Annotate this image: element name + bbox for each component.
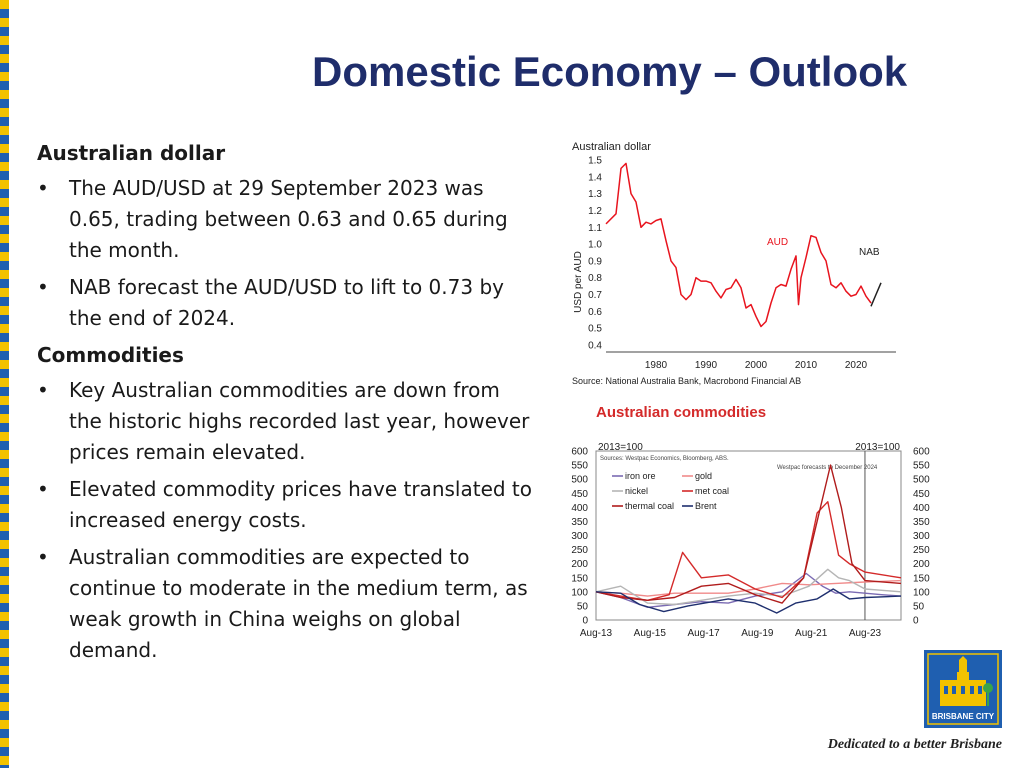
aud-ytick-label: 1.0 [588,240,602,251]
aud-ytick-label: 0.8 [588,273,602,284]
city-hall-icon [927,653,999,725]
commodities-ytick-left: 400 [571,503,588,514]
commodities-ytick-left: 500 [571,475,588,486]
commodities-xtick-label: Aug-17 [687,628,720,639]
aud-chart-ylabel: USD per AUD [573,251,584,313]
commodities-ytick-right: 150 [913,573,930,584]
commodities-chart-title: Australian commodities [596,404,766,421]
legend-label: Brent [695,501,717,511]
commodities-ytick-right: 400 [913,503,930,514]
aud-ytick-label: 0.6 [588,307,602,318]
commodities-ytick-left: 550 [571,461,588,472]
commodities-heading: Commodities [37,343,184,367]
commodities-bullets: Key Australian commodities are down from… [37,375,537,666]
aud-ytick-label: 0.4 [588,341,602,352]
aud-bullet-1: The AUD/USD at 29 September 2023 was 0.6… [37,173,537,266]
commodities-bullet-3: Australian commodities are expected to c… [37,542,537,666]
aud-xtick-label: 1980 [645,360,668,371]
aud-chart-title: Australian dollar [572,141,651,153]
met-coal-line [595,500,902,602]
aud-xtick-label: 1990 [695,360,718,371]
nickel-line [595,568,902,606]
commodities-bullet-1: Key Australian commodities are down from… [37,375,537,468]
commodities-ytick-left: 600 [571,447,588,458]
aud-ytick-label: 1.5 [588,156,602,167]
side-stripe [0,0,9,768]
commodities-ytick-right: 0 [913,616,919,627]
aud-heading: Australian dollar [37,141,226,165]
aud-bullets: The AUD/USD at 29 September 2023 was 0.6… [37,173,537,334]
forecast-annotation: Westpac forecasts to December 2024 [777,465,878,471]
index-label-left: 2013=100 [598,442,643,453]
commodities-xtick-label: Aug-15 [634,628,667,639]
commodities-ytick-left: 100 [571,587,588,598]
aud-ytick-label: 0.5 [588,324,602,335]
commodities-ytick-left: 350 [571,517,588,528]
commodities-ytick-left: 50 [577,601,589,612]
index-label-right: 2013=100 [855,442,900,453]
commodities-ytick-right: 450 [913,489,930,500]
tagline: Dedicated to a better Brisbane [827,737,1002,752]
nab-series-label: NAB [859,247,880,258]
aud-ytick-label: 1.4 [588,172,602,183]
aud-series-label: AUD [767,237,788,248]
commodities-ytick-right: 550 [913,461,930,472]
commodities-ytick-right: 200 [913,559,930,570]
iron-ore-line [595,572,902,609]
commodities-xtick-label: Aug-23 [849,628,882,639]
aud-xtick-label: 2000 [745,360,768,371]
commodities-chart-source: Sources: Westpac Economics, Bloomberg, A… [600,456,729,462]
aud-ytick-label: 1.2 [588,206,602,217]
text-block: Australian dollar The AUD/USD at 29 Sept… [37,138,537,672]
commodities-xtick-label: Aug-19 [741,628,774,639]
commodities-ytick-right: 250 [913,545,930,556]
commodities-bullet-2: Elevated commodity prices have translate… [37,474,537,536]
aud-ytick-label: 0.7 [588,290,602,301]
aud-series-line [605,162,872,328]
logo-caption: BRISBANE CITY [931,712,995,721]
thermal-coal-line [595,464,902,604]
aud-ytick-label: 1.3 [588,189,602,200]
aud-ytick-label: 1.1 [588,223,602,234]
commodities-ytick-right: 300 [913,531,930,542]
commodities-ytick-right: 500 [913,475,930,486]
legend-label: thermal coal [625,501,674,511]
commodities-chart: Australian commodities 2013=100 2013=100… [571,404,930,639]
commodities-ytick-left: 250 [571,545,588,556]
aud-chart-source: Source: National Australia Bank, Macrobo… [572,376,801,386]
commodities-ytick-left: 300 [571,531,588,542]
aud-xtick-label: 2020 [845,360,868,371]
commodities-xtick-label: Aug-21 [795,628,828,639]
commodities-ytick-left: 150 [571,573,588,584]
commodities-ytick-left: 200 [571,559,588,570]
commodities-ytick-right: 100 [913,587,930,598]
commodities-ytick-right: 350 [913,517,930,528]
page-title: Domestic Economy – Outlook [312,48,908,95]
aud-chart: Australian dollar USD per AUD 1.5 1.4 1.3 1… [572,141,896,386]
commodities-ytick-left: 450 [571,489,588,500]
aud-ytick-label: 0.9 [588,256,602,267]
aud-xtick-label: 2010 [795,360,818,371]
legend-label: met coal [695,486,729,496]
brent-line [595,588,902,614]
aud-bullet-2: NAB forecast the AUD/USD to lift to 0.73… [37,272,537,334]
gold-line [595,579,902,597]
commodities-ytick-right: 50 [913,601,925,612]
commodities-xtick-label: Aug-13 [580,628,613,639]
legend-label: nickel [625,486,648,496]
commodities-ytick-left: 0 [582,616,588,627]
brisbane-city-logo: BRISBANE CITY [924,650,1002,728]
commodities-plot-frame [595,450,902,621]
commodities-ytick-right: 600 [913,447,930,458]
nab-forecast-line [870,282,882,307]
legend-label: iron ore [625,471,656,481]
legend-label: gold [695,471,712,481]
